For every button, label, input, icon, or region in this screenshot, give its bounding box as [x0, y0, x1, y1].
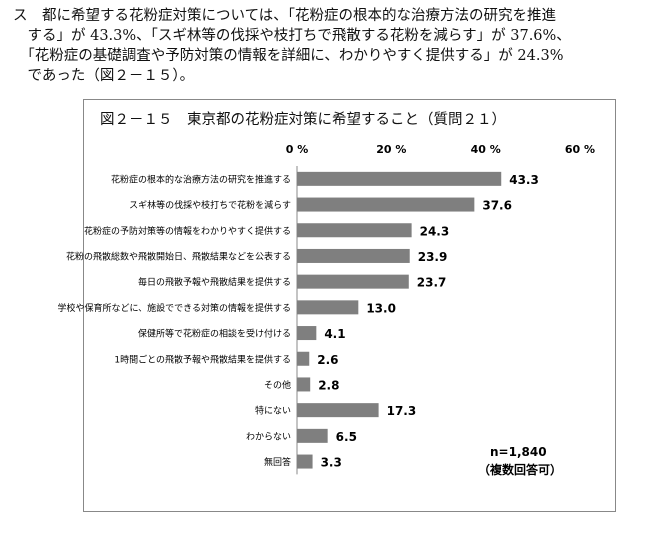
category-label: 花粉の飛散総数や飛散開始日、飛散結果などを公表する [66, 250, 291, 262]
category-label: 花粉症の予防対策等の情報をわかりやすく提供する [84, 225, 291, 237]
paragraph-line: する」が 43.3%、「スギ林等の伐採や枝打ちで飛散する花粉を減らす」が 37.… [13, 28, 571, 44]
x-tick-label: 40 % [471, 143, 501, 156]
value-label: 2.8 [318, 378, 339, 392]
chart-title: 図２－１５ 東京都の花粉症対策に希望すること（質問２１） [100, 112, 506, 128]
category-label: 学校や保育所などに、施設でできる対策の情報を提供する [57, 302, 291, 314]
value-label: 23.9 [418, 250, 448, 264]
x-tick-label: 60 % [565, 143, 595, 156]
bar [297, 454, 313, 469]
x-tick-label: 20 % [376, 143, 406, 156]
value-label: 13.0 [366, 301, 396, 315]
body-paragraph: ス 都に希望する花粉症対策については、「花粉症の根本的な治療方法の研究を推進 す… [13, 6, 653, 86]
value-label: 23.7 [417, 276, 447, 290]
category-label: 1時間ごとの飛散予報や飛散結果を提供する [114, 353, 291, 365]
category-label: 保健所等で花粉症の相談を受け付ける [138, 328, 291, 340]
multiple-answer-note: （複数回答可） [478, 462, 562, 477]
category-label: 毎日の飛散予報や飛散結果を提供する [138, 276, 291, 288]
value-label: 2.6 [317, 353, 338, 367]
value-label: 37.6 [482, 199, 512, 213]
value-label: 24.3 [420, 224, 450, 238]
bar [297, 403, 379, 418]
paragraph-line: であった（図２－１５）。 [13, 68, 195, 84]
value-label: 3.3 [321, 456, 342, 470]
bar [297, 300, 359, 315]
category-label: 特にない [255, 405, 291, 417]
bar [297, 274, 409, 289]
paragraph-line: ス 都に希望する花粉症対策については、「花粉症の根本的な治療方法の研究を推進 [13, 8, 557, 24]
bar [297, 171, 502, 186]
bar [297, 223, 412, 238]
bar [297, 351, 310, 366]
value-label: 43.3 [509, 173, 539, 187]
value-label: 6.5 [336, 430, 357, 444]
category-label: その他 [264, 379, 291, 391]
category-label: スギ林等の伐採や枝打ちで花粉を減らす [129, 199, 291, 211]
category-label: 無回答 [264, 456, 291, 468]
x-tick-label: 0 % [286, 143, 309, 156]
sample-size-note: n=1,840 [490, 445, 547, 459]
bar [297, 377, 311, 392]
bar [297, 248, 410, 263]
bar [297, 326, 317, 341]
bar [297, 197, 475, 212]
paragraph-line: 「花粉症の基礎調査や予防対策の情報を詳細に、わかりやすく提供する」が 24.3% [13, 48, 564, 64]
value-label: 17.3 [387, 404, 417, 418]
bar [297, 428, 328, 443]
value-label: 4.1 [324, 327, 345, 341]
category-label: 花粉症の根本的な治療方法の研究を推進する [111, 173, 291, 185]
figure-frame [83, 99, 616, 512]
category-label: わからない [246, 431, 291, 442]
